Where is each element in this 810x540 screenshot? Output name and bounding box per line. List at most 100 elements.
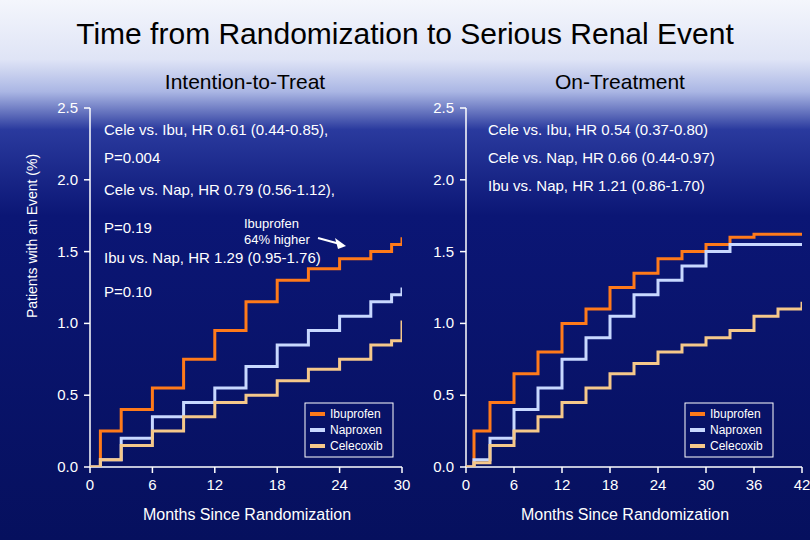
annotation: P=0.10 [104,283,152,300]
x-tick [89,467,91,473]
y-tick-label: 1.5 [57,243,78,260]
callout-text: Ibuprofen [244,216,299,231]
annotation: Cele vs. Ibu, HR 0.61 (0.44-0.85), [104,121,328,138]
y-tick-label: 0.5 [57,386,78,403]
annotation: Ibu vs. Nap, HR 1.21 (0.86-1.70) [488,177,705,194]
y-axis-line [89,108,91,467]
x-tick [801,467,803,473]
y-tick-label: 0.0 [57,458,78,475]
legend-swatch [690,444,705,448]
x-tick-label: 24 [331,476,348,493]
y-tick [84,107,90,109]
y-tick-label: 1.0 [57,314,78,331]
y-tick [84,466,90,468]
callout-text: 64% higher [244,232,310,247]
x-tick [513,467,515,473]
panel-title: Intention-to-Treat [165,70,325,93]
y-tick-label: 0.0 [433,458,454,475]
legend-swatch [310,428,325,432]
slide-title: Time from Randomization to Serious Renal… [76,17,734,50]
slide: Time from Randomization to Serious Renal… [0,0,810,540]
x-tick [214,467,216,473]
annotation: Cele vs. Nap, HR 0.66 (0.44-0.97) [488,149,715,166]
x-tick-label: 6 [510,476,518,493]
series-line [90,321,402,467]
x-tick-label: 30 [698,476,715,493]
y-tick [460,251,466,253]
legend-swatch [690,428,705,432]
x-tick-label: 24 [650,476,667,493]
panel: Intention-to-Treat Patients with an Event… [24,70,410,523]
legend-label: Ibuprofen [330,407,381,421]
y-tick [460,323,466,325]
x-tick-label: 30 [394,476,411,493]
legend-swatch [310,412,325,416]
y-tick [460,179,466,181]
x-tick-label: 36 [746,476,763,493]
x-tick-label: 6 [148,476,156,493]
x-axis-line [466,466,802,468]
y-axis-label: Patients with an Event (%) [24,154,40,318]
x-tick-label: 42 [794,476,810,493]
y-tick-label: 0.5 [433,386,454,403]
y-tick-label: 2.5 [57,99,78,116]
annotation: Cele vs. Nap, HR 0.79 (0.56-1.12), [104,181,335,198]
x-axis-line [90,466,402,468]
x-tick-label: 18 [602,476,619,493]
data-group [90,237,402,467]
annotation: Cele vs. Ibu, HR 0.54 (0.37-0.80) [488,121,708,138]
x-tick [276,467,278,473]
x-tick [465,467,467,473]
annotation: P=0.004 [104,149,160,166]
y-tick-label: 2.0 [433,171,454,188]
x-tick [609,467,611,473]
legend-label: Naproxen [330,423,382,437]
y-tick [460,107,466,109]
x-tick-label: 18 [269,476,286,493]
y-tick [460,466,466,468]
legend-label: Celecoxib [710,439,763,453]
legend-swatch [690,412,705,416]
y-tick [460,394,466,396]
background [0,0,810,540]
series-line [90,237,402,467]
y-axis-line [465,108,467,467]
x-tick [401,467,403,473]
x-tick-label: 0 [462,476,470,493]
annotation: P=0.19 [104,219,152,236]
series-line [90,288,402,468]
legend-box [305,403,393,457]
legend-label: Naproxen [710,423,762,437]
y-tick [84,394,90,396]
y-tick [84,323,90,325]
x-tick [753,467,755,473]
y-tick-label: 2.5 [433,99,454,116]
series-line [466,234,802,467]
legend-swatch [310,444,325,448]
panel-title: On-Treatment [555,70,685,93]
y-tick [84,179,90,181]
panel: On-Treatment Months Since Randomization 0.… [433,70,810,523]
x-tick [657,467,659,473]
x-tick-label: 0 [86,476,94,493]
legend-label: Ibuprofen [710,407,761,421]
callout-arrowhead [335,238,346,249]
x-tick-label: 12 [206,476,223,493]
legend-label: Celecoxib [330,439,383,453]
x-tick [705,467,707,473]
data-group [466,234,802,467]
x-tick-label: 12 [554,476,571,493]
series-line [466,302,802,467]
y-tick-label: 1.0 [433,314,454,331]
x-axis-label: Months Since Randomization [143,506,351,523]
x-tick [339,467,341,473]
y-tick-label: 1.5 [433,243,454,260]
legend-box [685,403,773,457]
y-tick-label: 2.0 [57,171,78,188]
series-line [466,244,802,467]
x-axis-label: Months Since Randomization [521,506,729,523]
x-tick [561,467,563,473]
x-tick [152,467,154,473]
annotation: Ibu vs. Nap, HR 1.29 (0.95-1.76) [104,249,321,266]
y-tick [84,251,90,253]
